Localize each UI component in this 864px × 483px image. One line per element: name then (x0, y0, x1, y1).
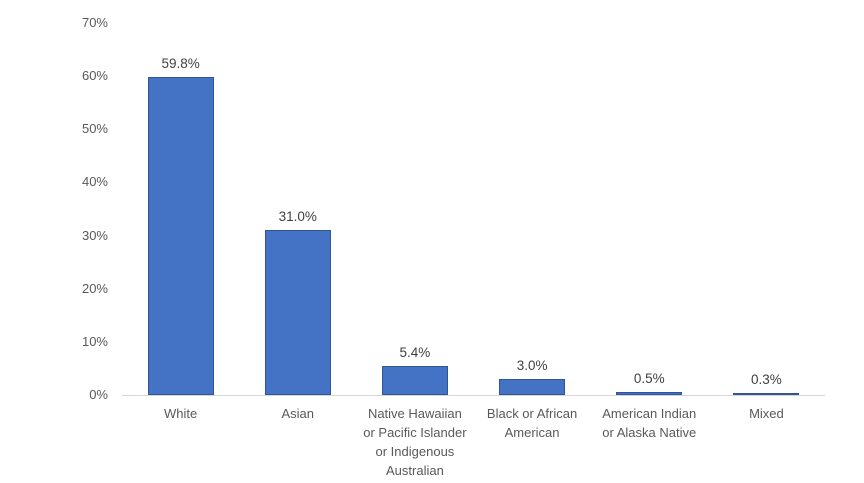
bar-white (147, 77, 214, 395)
bar-value-label: 31.0% (278, 209, 317, 225)
y-tick-label: 40% (81, 174, 108, 190)
bar-mixed (733, 393, 800, 396)
bar-native-hawaiian-or-pacific-islander-or-indigenous-australian (381, 366, 448, 395)
y-tick-label: 60% (81, 68, 108, 84)
x-axis-line (122, 395, 825, 396)
bar-value-label: 0.3% (751, 372, 782, 388)
bar-value-label: 5.4% (399, 345, 431, 361)
y-tick-label: 50% (81, 121, 108, 137)
category-label: Asian (281, 406, 315, 421)
bar-value-label: 0.5% (633, 371, 665, 387)
bar-value-label: 59.8% (161, 56, 200, 72)
bar-asian (264, 230, 331, 395)
category-label: Native Hawaiian or Pacific Islander or I… (363, 406, 467, 478)
category-label: Black or African American (486, 406, 578, 440)
bar-american-indian-or-alaska-native (616, 392, 683, 395)
category-label: American Indian or Alaska Native (602, 406, 697, 440)
y-tick-label: 30% (81, 227, 108, 243)
y-tick-label: 20% (81, 280, 108, 296)
category-label: Mixed (749, 406, 784, 421)
y-tick-label: 0% (89, 387, 108, 402)
bar-value-label: 3.0% (516, 358, 548, 374)
bar-black-or-african-american (499, 379, 566, 395)
y-tick-label: 70% (81, 15, 108, 30)
category-label: White (163, 406, 198, 421)
y-tick-label: 10% (81, 333, 108, 349)
